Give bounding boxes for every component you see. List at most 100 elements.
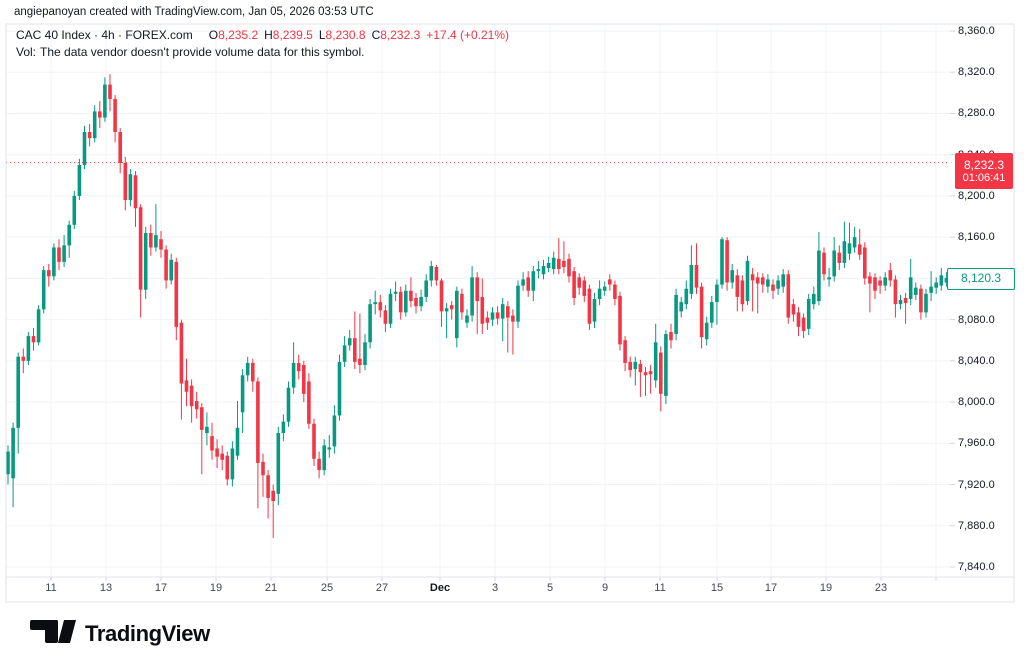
candle-body — [914, 287, 918, 295]
candle-body — [31, 336, 36, 343]
candle-body — [898, 300, 903, 305]
low-value: 8,230.8 — [325, 28, 366, 42]
candle-body — [592, 299, 597, 322]
candle-body — [786, 274, 791, 318]
candle-body — [240, 375, 245, 413]
candle-body — [276, 433, 281, 494]
candle-body — [57, 247, 61, 262]
last-price-badge: 8,120.3 — [947, 267, 1015, 290]
candle-body — [174, 261, 179, 327]
candle-body — [562, 260, 566, 268]
candle-body — [465, 315, 469, 323]
chart-border — [5, 23, 1015, 603]
candle-body — [939, 275, 944, 286]
price-axis-label: 8,360.0 — [958, 25, 995, 37]
candle-body — [740, 280, 745, 305]
candle-body — [220, 453, 224, 460]
candle-body — [669, 331, 673, 341]
candle-body — [460, 293, 464, 313]
candle-body — [128, 174, 133, 201]
candle-body — [546, 262, 551, 269]
candle-body — [893, 279, 898, 305]
time-axis-label: 19 — [819, 582, 833, 594]
symbol-title[interactable]: CAC 40 Index · 4h · FOREX.com — [16, 28, 193, 42]
candle-body — [143, 233, 148, 290]
candle-body — [322, 445, 326, 471]
candle-body — [689, 264, 694, 294]
candle-body — [291, 362, 296, 388]
candle-body — [817, 250, 821, 302]
candle-body — [179, 322, 184, 384]
candle-body — [98, 111, 102, 118]
time-axis-label: 9 — [601, 582, 609, 594]
candle-body — [41, 270, 46, 310]
candle-body — [878, 280, 882, 286]
candle-body — [256, 381, 260, 463]
candle-body — [409, 290, 413, 302]
candle-body — [868, 276, 872, 284]
candle-body — [771, 284, 775, 291]
candle-body — [225, 455, 230, 480]
candle-body — [924, 293, 928, 313]
candle-body — [602, 286, 607, 291]
candle-body — [113, 99, 117, 133]
candle-body — [16, 356, 20, 428]
candle-body — [393, 291, 398, 294]
candle-body — [194, 401, 199, 410]
candle-body — [847, 243, 852, 254]
candle-body — [307, 381, 311, 424]
candle-body — [679, 302, 683, 312]
candle-body — [801, 317, 806, 331]
candle-body — [500, 304, 505, 319]
time-axis-label: 15 — [710, 582, 724, 594]
candle-body — [781, 274, 785, 287]
candle-body — [883, 277, 887, 286]
candle-body — [251, 362, 255, 382]
candle-body — [715, 284, 719, 303]
candle-body — [511, 315, 515, 322]
candle-body — [378, 302, 383, 311]
open-label: O — [208, 28, 219, 42]
close-label: C — [371, 28, 381, 42]
candle-body — [664, 334, 668, 396]
candle-body — [353, 338, 357, 362]
candle-body — [766, 279, 770, 287]
candle-body — [903, 297, 908, 304]
candle-body — [638, 363, 643, 373]
candle-body — [857, 244, 862, 255]
candle-body — [363, 342, 367, 365]
candle-body — [776, 280, 780, 289]
candle-body — [572, 271, 576, 298]
time-axis-label: 17 — [154, 582, 168, 594]
candle-body — [929, 286, 933, 293]
candle-body — [11, 427, 15, 479]
candle-body — [398, 291, 403, 313]
candle-body — [531, 271, 536, 291]
candle-body — [373, 302, 377, 305]
candle-body — [842, 241, 847, 263]
candle-body — [368, 304, 372, 343]
price-axis-label: 8,080.0 — [958, 313, 995, 326]
time-axis-label: 21 — [264, 582, 278, 594]
candle-body — [495, 312, 500, 319]
candle-body — [383, 310, 388, 324]
candle-body — [210, 436, 214, 451]
candle-body — [26, 336, 31, 361]
volume-label: Vol: — [16, 45, 37, 59]
candle-body — [205, 426, 209, 433]
time-axis-label: 3 — [491, 582, 499, 594]
candle-body — [837, 252, 842, 263]
candle-body — [92, 111, 97, 139]
time-axis-label: 27 — [375, 582, 389, 594]
candle-body — [347, 338, 352, 346]
candle-body — [536, 269, 541, 272]
candle-body — [791, 304, 796, 315]
price-axis-label: 8,000.0 — [958, 396, 995, 409]
candle-body — [103, 84, 107, 118]
footer-logo[interactable]: TradingView — [30, 617, 210, 651]
candle-body — [633, 361, 638, 370]
candle-body — [516, 285, 520, 322]
candle-body — [720, 239, 724, 285]
